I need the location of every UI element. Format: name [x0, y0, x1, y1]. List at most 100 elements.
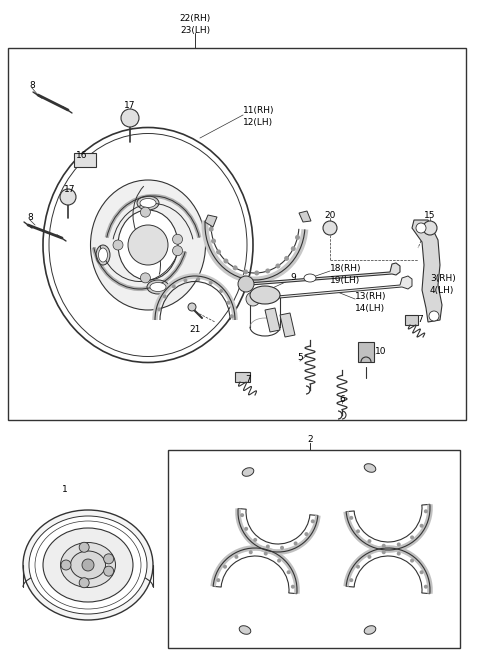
Circle shape [196, 277, 200, 281]
Ellipse shape [140, 198, 156, 208]
Circle shape [157, 307, 161, 311]
Text: 8: 8 [29, 81, 35, 89]
Circle shape [121, 109, 139, 127]
Circle shape [163, 295, 167, 299]
Circle shape [424, 585, 428, 589]
Circle shape [264, 551, 268, 555]
Circle shape [104, 566, 114, 576]
Text: 2: 2 [307, 436, 313, 444]
Text: 22(RH): 22(RH) [180, 13, 211, 22]
Circle shape [188, 303, 196, 311]
Ellipse shape [49, 134, 247, 356]
Polygon shape [280, 313, 295, 337]
Ellipse shape [364, 626, 376, 635]
Text: 23(LH): 23(LH) [180, 26, 210, 34]
Circle shape [277, 559, 281, 563]
Circle shape [291, 246, 296, 251]
Ellipse shape [250, 286, 280, 304]
Circle shape [223, 564, 227, 568]
Circle shape [410, 559, 414, 563]
Polygon shape [235, 372, 250, 382]
Bar [168, 450, 460, 648]
Circle shape [423, 221, 437, 235]
Circle shape [397, 543, 401, 547]
Circle shape [287, 570, 290, 574]
Circle shape [79, 578, 89, 588]
Circle shape [382, 550, 386, 554]
Circle shape [424, 510, 428, 514]
Polygon shape [299, 211, 311, 222]
Circle shape [356, 564, 360, 568]
Text: 9: 9 [290, 274, 296, 282]
Circle shape [356, 529, 360, 533]
Text: 3(RH): 3(RH) [430, 274, 456, 282]
Circle shape [276, 264, 280, 268]
Polygon shape [248, 263, 400, 285]
Circle shape [230, 315, 234, 319]
Circle shape [294, 541, 298, 545]
Ellipse shape [91, 180, 205, 310]
Ellipse shape [242, 468, 254, 477]
Ellipse shape [147, 280, 169, 294]
Text: 1: 1 [62, 485, 68, 494]
Circle shape [323, 221, 337, 235]
Polygon shape [205, 215, 217, 227]
Circle shape [240, 513, 244, 517]
Circle shape [291, 585, 295, 589]
Circle shape [253, 538, 257, 542]
Circle shape [410, 535, 414, 539]
Ellipse shape [71, 551, 106, 579]
Circle shape [209, 227, 214, 232]
Text: 7: 7 [245, 375, 251, 385]
Text: 16: 16 [76, 151, 88, 159]
Circle shape [367, 555, 372, 559]
Circle shape [249, 550, 253, 554]
Circle shape [140, 273, 150, 283]
Text: 18(RH): 18(RH) [330, 264, 361, 272]
Circle shape [79, 542, 89, 553]
Circle shape [420, 570, 423, 574]
Circle shape [280, 546, 284, 550]
Circle shape [349, 578, 353, 582]
Circle shape [266, 545, 270, 549]
Circle shape [367, 539, 372, 543]
Ellipse shape [118, 210, 178, 280]
Bar [358, 342, 374, 362]
Circle shape [265, 268, 270, 274]
Text: 13(RH): 13(RH) [355, 292, 386, 301]
Circle shape [254, 270, 259, 276]
Circle shape [304, 532, 309, 536]
Circle shape [183, 278, 187, 282]
Text: 6: 6 [339, 395, 345, 405]
Text: 7: 7 [417, 315, 423, 325]
Circle shape [60, 189, 76, 205]
Ellipse shape [29, 516, 147, 614]
Text: 14(LH): 14(LH) [355, 303, 385, 313]
Circle shape [223, 258, 228, 264]
Circle shape [243, 270, 248, 274]
Circle shape [82, 559, 94, 571]
Ellipse shape [137, 196, 159, 210]
Circle shape [420, 524, 423, 527]
Circle shape [429, 311, 439, 321]
Circle shape [311, 520, 315, 524]
Text: 15: 15 [424, 210, 436, 219]
Text: 21: 21 [189, 325, 201, 334]
Ellipse shape [304, 274, 316, 282]
Text: 19(LH): 19(LH) [330, 276, 360, 284]
Text: 4(LH): 4(LH) [430, 286, 455, 295]
Circle shape [295, 235, 300, 240]
Polygon shape [405, 315, 418, 325]
Ellipse shape [98, 248, 108, 262]
Circle shape [219, 289, 223, 293]
Circle shape [416, 223, 426, 233]
Ellipse shape [96, 245, 110, 265]
Text: 20: 20 [324, 210, 336, 219]
Circle shape [172, 234, 182, 245]
Circle shape [382, 544, 386, 548]
Ellipse shape [43, 528, 133, 602]
Circle shape [397, 551, 401, 555]
Circle shape [61, 560, 71, 570]
Circle shape [128, 225, 168, 265]
Ellipse shape [60, 543, 116, 588]
